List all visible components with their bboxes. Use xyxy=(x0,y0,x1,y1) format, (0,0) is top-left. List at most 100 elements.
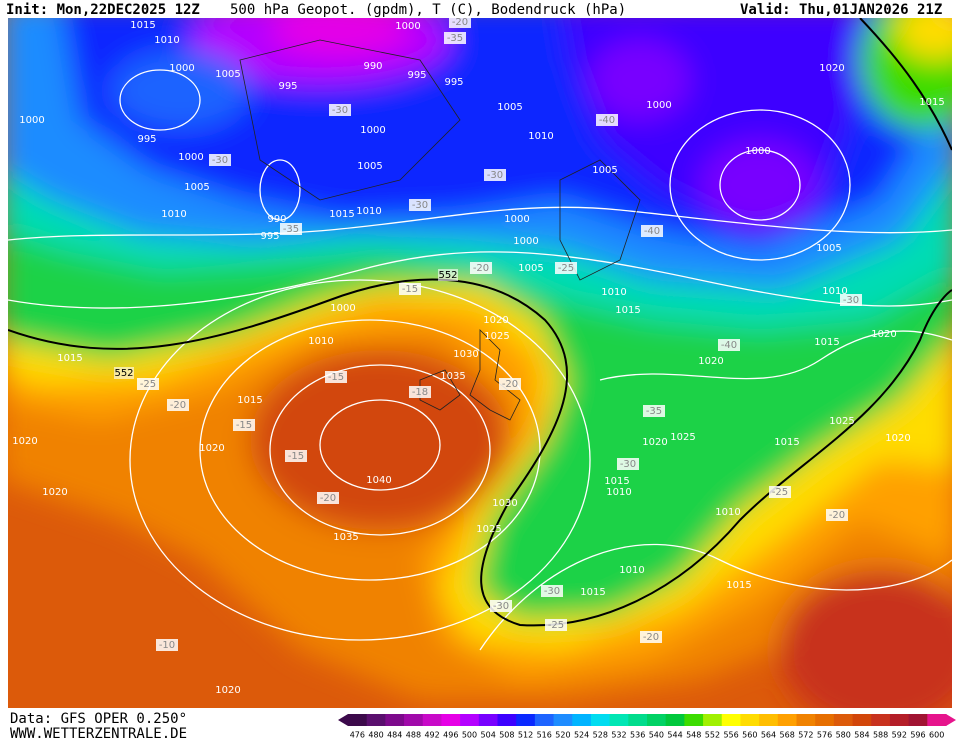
contour-label: 552 xyxy=(438,270,457,281)
pressure-label: 1025 xyxy=(476,524,501,535)
colorbar: 476 480 484 488 492 496 500 504 508 512 516 520 524 5… xyxy=(348,714,947,740)
temperature-label: -20 xyxy=(473,263,489,274)
temperature-label: -15 xyxy=(402,284,418,295)
temperature-label-box xyxy=(399,283,421,295)
pressure-label: 1020 xyxy=(12,436,37,447)
colorbar-swatch xyxy=(590,714,611,726)
pressure-label: 1005 xyxy=(518,263,543,274)
temperature-label: -30 xyxy=(843,295,859,306)
pressure-label: 1035 xyxy=(440,371,465,382)
temperature-label: -40 xyxy=(721,340,737,351)
colorbar-label: 520 xyxy=(555,731,570,740)
pressure-label: 1020 xyxy=(698,356,723,367)
pressure-label: 995 xyxy=(444,77,463,88)
pressure-label: 1005 xyxy=(592,165,617,176)
pressure-label: 1015 xyxy=(615,305,640,316)
colorbar-swatch xyxy=(665,714,685,726)
colorbar-label: 592 xyxy=(892,731,907,740)
pressure-label: 1010 xyxy=(606,487,631,498)
temperature-label-box xyxy=(444,32,466,44)
colorbar-swatch xyxy=(366,714,386,726)
colorbar-label: 580 xyxy=(836,731,851,740)
colorbar-label: 536 xyxy=(630,731,645,740)
colorbar-label: 544 xyxy=(667,731,682,740)
pressure-label: 1030 xyxy=(492,498,517,509)
temperature-label: -30 xyxy=(332,105,348,116)
colorbar-swatch xyxy=(441,714,461,726)
temperature-label: -10 xyxy=(159,640,175,651)
colorbar-label: 556 xyxy=(723,731,738,740)
temperature-label: -20 xyxy=(170,400,186,411)
colorbar-label: 552 xyxy=(705,731,720,740)
pressure-label: 1010 xyxy=(619,565,644,576)
temperature-label-box xyxy=(596,114,618,126)
colorbar-swatch xyxy=(703,714,723,726)
colorbar-arrow-left xyxy=(338,714,348,726)
colorbar-label: 504 xyxy=(481,731,496,740)
colorbar-swatch xyxy=(908,714,928,726)
temperature-label-box xyxy=(541,585,563,597)
colorbar-swatch xyxy=(852,714,872,726)
temperature-label-box xyxy=(470,262,492,274)
colorbar-label: 600 xyxy=(929,731,944,740)
temperature-label-box xyxy=(840,294,862,306)
colorbar-label: 524 xyxy=(574,731,589,740)
pressure-label: 1020 xyxy=(885,433,910,444)
colorbar-swatch xyxy=(478,714,498,726)
pressure-label: 1010 xyxy=(308,336,333,347)
pressure-label: 1000 xyxy=(646,100,671,111)
temperature-label-box xyxy=(484,169,506,181)
temperature-label: -25 xyxy=(558,263,574,274)
colorbar-swatch xyxy=(609,714,629,726)
colorbar-label: 584 xyxy=(854,731,869,740)
colorbar-label: 576 xyxy=(817,731,832,740)
colorbar-label: 516 xyxy=(537,731,552,740)
colorbar-swatch xyxy=(871,714,891,726)
temperature-label: -40 xyxy=(644,226,660,237)
colorbar-swatch xyxy=(422,714,442,726)
colorbar-label: 500 xyxy=(462,731,477,740)
temperature-label-box xyxy=(285,450,307,462)
pressure-label: 1025 xyxy=(829,416,854,427)
temperature-label: -40 xyxy=(599,115,615,126)
temperature-label-box xyxy=(490,600,512,612)
colorbar-label: 488 xyxy=(406,731,421,740)
colorbar-swatch xyxy=(759,714,779,726)
colorbar-label: 484 xyxy=(387,731,402,740)
temperature-label: -35 xyxy=(283,224,299,235)
temperature-label: -20 xyxy=(320,493,336,504)
pressure-label: 1010 xyxy=(528,131,553,142)
temperature-label-box xyxy=(209,154,231,166)
temperature-label-box xyxy=(769,486,791,498)
colorbar-swatch xyxy=(740,714,760,726)
temperature-label: -25 xyxy=(772,487,788,498)
temperature-label: -25 xyxy=(140,379,156,390)
pressure-label: 1005 xyxy=(816,243,841,254)
contour-label-box xyxy=(114,367,134,379)
pressure-label: 995 xyxy=(137,134,156,145)
temperature-label-box xyxy=(280,223,302,235)
colorbar-swatch xyxy=(572,714,592,726)
header-bar xyxy=(0,0,959,18)
colorbar-label: 492 xyxy=(424,731,439,740)
pressure-label: 990 xyxy=(267,214,286,225)
pressure-label: 1030 xyxy=(453,349,478,360)
colorbar-swatch xyxy=(348,714,368,726)
temperature-label: -25 xyxy=(548,620,564,631)
pressure-label: 1020 xyxy=(819,63,844,74)
map-title: 500 hPa Geopot. (gpdm), T (C), Bodendruc… xyxy=(230,2,626,18)
pressure-label: 1015 xyxy=(919,97,944,108)
temperature-label-box xyxy=(329,104,351,116)
temperature-label-box xyxy=(718,339,740,351)
temperature-label-box xyxy=(167,399,189,411)
pressure-label: 1020 xyxy=(871,329,896,340)
colorbar-arrow-right xyxy=(946,714,956,726)
colorbar-swatch xyxy=(889,714,910,726)
pressure-label: 1010 xyxy=(601,287,626,298)
temperature-label: -20 xyxy=(452,17,468,28)
temperature-label-box xyxy=(641,225,663,237)
colorbar-label: 560 xyxy=(742,731,757,740)
website: WWW.WETTERZENTRALE.DE xyxy=(10,726,187,741)
